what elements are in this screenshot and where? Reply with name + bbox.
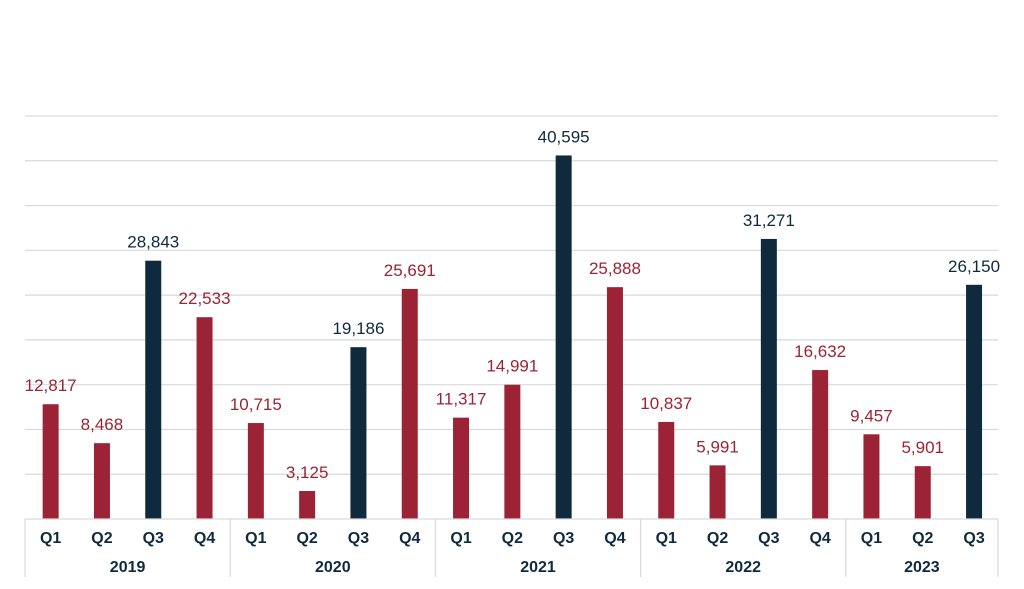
quarter-tick-label: Q1 — [861, 530, 882, 547]
data-label: 12,817 — [25, 376, 77, 395]
bar-2020-q3 — [350, 347, 367, 519]
quarter-tick-label: Q3 — [348, 530, 369, 547]
quarter-tick-label: Q2 — [296, 530, 317, 547]
year-group-label: 2021 — [520, 559, 556, 576]
data-label: 26,150 — [948, 257, 1000, 276]
year-group-label: 2022 — [725, 559, 761, 576]
quarter-tick-label: Q1 — [40, 530, 61, 547]
quarter-tick-label: Q1 — [656, 530, 677, 547]
data-label: 5,901 — [901, 438, 944, 457]
quarter-tick-label: Q1 — [450, 530, 471, 547]
quarter-tick-label: Q4 — [809, 530, 830, 547]
data-label: 25,888 — [589, 259, 641, 278]
bar-2020-q4 — [401, 288, 418, 519]
bars — [42, 155, 983, 520]
data-label: 11,317 — [436, 390, 487, 409]
data-label: 9,457 — [850, 406, 893, 425]
data-label: 25,691 — [384, 261, 436, 280]
year-group-label: 2019 — [110, 559, 146, 576]
bar-2020-q2 — [299, 491, 316, 519]
bar-2021-q4 — [606, 287, 623, 519]
bar-2021-q2 — [504, 384, 521, 519]
bar-2023-q1 — [863, 434, 880, 519]
quarter-tick-label: Q4 — [399, 530, 420, 547]
quarter-tick-label: Q2 — [912, 530, 933, 547]
data-label: 8,468 — [81, 415, 124, 434]
bar-2023-q2 — [914, 466, 931, 519]
quarter-tick-label: Q3 — [143, 530, 164, 547]
quarter-tick-label: Q4 — [604, 530, 625, 547]
data-label: 31,271 — [743, 211, 795, 230]
bar-2022-q2 — [709, 465, 726, 519]
data-label: 3,125 — [286, 463, 329, 482]
category-axis: Q1 Q2 Q3 Q4 2019 Q1 Q2 Q3 Q4 2020 Q1 Q2 Q3 Q4 2021 Q1 Q2… — [24, 518, 999, 577]
bar-2019-q2 — [93, 443, 110, 519]
data-label: 28,843 — [127, 233, 179, 252]
bar-2019-q3 — [145, 260, 162, 519]
quarter-tick-label: Q2 — [91, 530, 112, 547]
quarter-tick-label: Q2 — [502, 530, 523, 547]
bar-2023-q3 — [966, 284, 983, 519]
quarter-tick-label: Q3 — [553, 530, 574, 547]
data-labels: 12,817 8,468 28,843 22,533 10,715 3,125 19,186… — [25, 127, 1000, 482]
quarter-tick-label: Q2 — [707, 530, 728, 547]
data-label: 10,715 — [230, 395, 282, 414]
bar-2021-q1 — [453, 417, 470, 519]
data-label: 19,186 — [332, 319, 384, 338]
bar-2022-q4 — [812, 370, 829, 519]
quarter-tick-label: Q3 — [963, 530, 984, 547]
data-label: 5,991 — [696, 437, 739, 456]
data-label: 16,632 — [794, 342, 846, 361]
bar-2019-q4 — [196, 317, 213, 519]
year-group-label: 2023 — [904, 559, 940, 576]
bar-2022-q1 — [658, 421, 675, 519]
quarter-tick-label: Q3 — [758, 530, 779, 547]
bar-2022-q3 — [760, 238, 777, 520]
gridlines — [25, 115, 998, 475]
bar-2019-q1 — [42, 404, 59, 519]
data-label: 10,837 — [640, 394, 692, 413]
data-label: 40,595 — [538, 127, 590, 146]
year-group-label: 2020 — [315, 559, 351, 576]
quarter-tick-label: Q4 — [194, 530, 215, 547]
data-label: 14,991 — [486, 357, 538, 376]
bar-2020-q1 — [247, 423, 264, 519]
data-label: 22,533 — [179, 289, 231, 308]
quarter-tick-label: Q1 — [245, 530, 266, 547]
bar-2021-q3 — [555, 155, 572, 519]
